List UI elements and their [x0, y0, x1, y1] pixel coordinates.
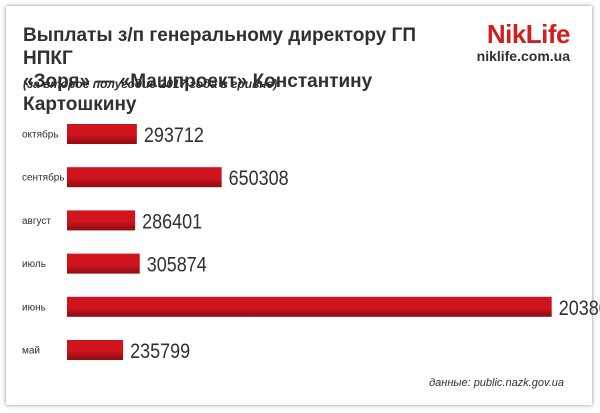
- bar-октябрь: [67, 124, 137, 144]
- category-label: июль: [22, 259, 46, 270]
- value-label: 293712: [144, 124, 204, 147]
- category-label: июнь: [22, 302, 46, 313]
- bar-август: [67, 210, 136, 231]
- niklife-logo: NikLife niklife.com.ua: [476, 19, 571, 64]
- category-label: октябрь: [22, 129, 59, 141]
- bar-сентябрь: [67, 167, 222, 188]
- value-label: 2038077: [559, 297, 600, 320]
- title-line-2: «Зоря» — «Машпроект» Константину Картошк…: [23, 71, 373, 115]
- bar-июнь: [67, 296, 552, 317]
- title-line-1: Выплаты з/п генеральному директору ГП НП…: [23, 25, 416, 69]
- category-label: сентябрь: [22, 172, 65, 184]
- logo-name: NikLife: [486, 19, 571, 49]
- chart-frame: [6, 6, 592, 405]
- chart-subtitle: (за второе полугодие 2017 года в гривне): [23, 77, 278, 91]
- data-source: данные: public.nazk.gov.ua: [429, 377, 564, 389]
- value-label: 305874: [147, 254, 207, 277]
- value-label: 650308: [229, 167, 289, 190]
- value-label: 286401: [142, 210, 202, 233]
- chart-title: Выплаты з/п генеральному директору ГП НП…: [23, 24, 443, 116]
- logo-url: niklife.com.ua: [476, 48, 570, 64]
- bar-июль: [67, 253, 140, 274]
- value-label: 235799: [130, 340, 190, 363]
- category-label: май: [22, 346, 40, 357]
- bar-май: [67, 340, 124, 360]
- category-label: август: [22, 216, 51, 227]
